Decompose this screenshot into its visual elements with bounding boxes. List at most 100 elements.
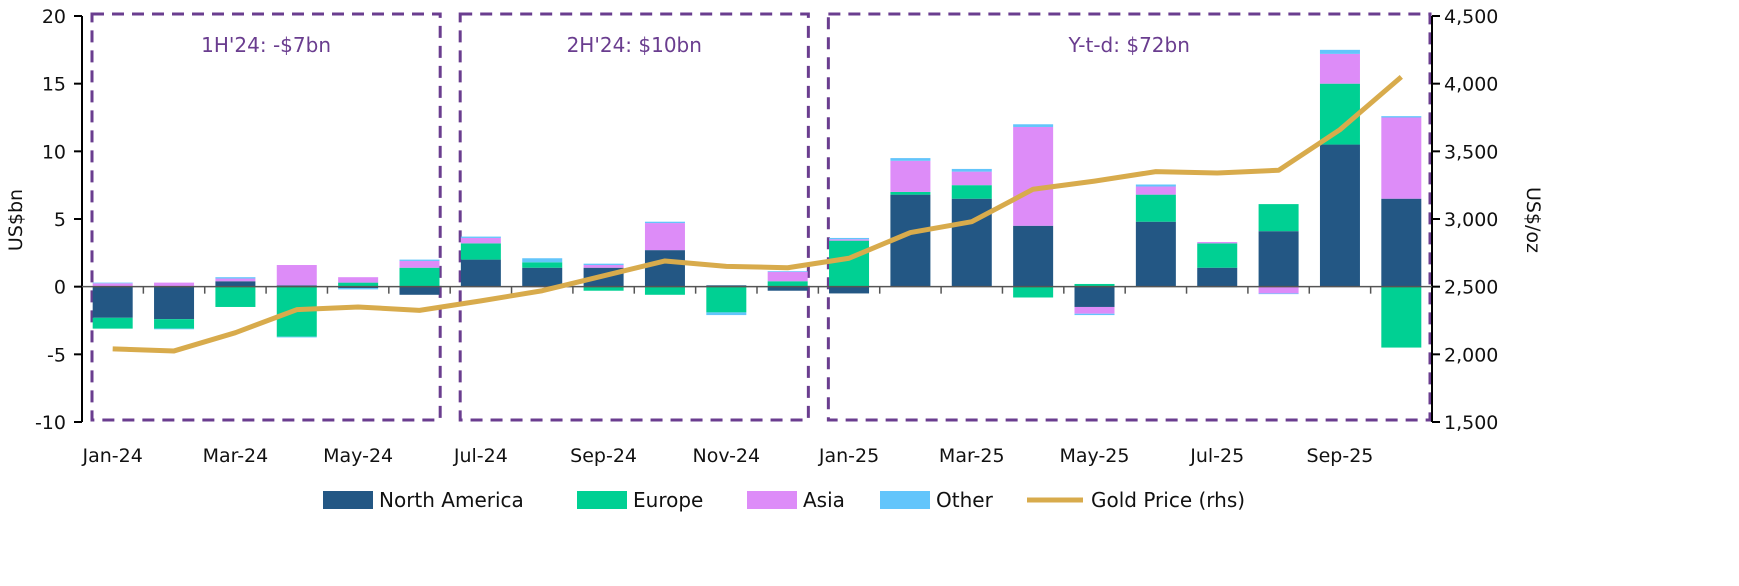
bar-asia [1381, 117, 1422, 199]
bar-north-america [154, 286, 195, 320]
bar-other [1013, 124, 1054, 127]
annotation-box [826, 12, 1432, 422]
bar-asia [829, 239, 870, 241]
bar-europe [399, 267, 440, 287]
legend-swatch-other [880, 491, 930, 509]
axes: -10 -5 0 5 10 15 20 1,500 2,000 2,500 3,000 3,500 4,… [35, 6, 1498, 467]
annotation-label: 2H'24: $10bn [567, 33, 702, 57]
y-tick-label-left: 5 [54, 209, 66, 231]
x-tick-label: Sep-24 [570, 445, 637, 467]
gold-price-line [112, 75, 1403, 354]
annotation-label: 1H'24: -$7bn [201, 33, 331, 57]
y-tick-label-left: 15 [42, 74, 66, 96]
bar-europe [829, 240, 870, 287]
bar-europe [1319, 83, 1360, 145]
annotation-box [90, 12, 442, 422]
bar-asia [1013, 126, 1054, 226]
legend-label: Gold Price (rhs) [1091, 488, 1245, 512]
bar-other [1381, 116, 1422, 118]
bar-europe [583, 286, 624, 291]
y-tick-label-right: 1,500 [1444, 412, 1498, 434]
bars [92, 49, 1422, 348]
bar-other [767, 271, 808, 272]
bar-asia [338, 277, 379, 283]
x-tick-label: Jan-24 [82, 445, 143, 467]
bar-other [1135, 184, 1176, 187]
bar-asia [1319, 53, 1360, 84]
bar-asia [1074, 306, 1115, 314]
bar-other [706, 312, 747, 316]
legend-label: Asia [803, 488, 845, 512]
bar-north-america [644, 250, 685, 287]
bar-north-america [1319, 144, 1360, 287]
bar-north-america [1135, 221, 1176, 287]
x-tick-label: Mar-25 [939, 445, 1005, 467]
y-tick-label-right: 3,000 [1444, 209, 1498, 231]
x-tick-label: Jul-24 [453, 445, 508, 467]
bar-asia [583, 265, 624, 268]
bar-europe [706, 286, 747, 313]
bar-north-america [829, 286, 870, 294]
bar-other [460, 236, 501, 238]
x-tick-label: Nov-24 [693, 445, 761, 467]
bar-north-america [460, 259, 501, 287]
bar-other [829, 237, 870, 240]
x-tick-label: Jan-25 [818, 445, 879, 467]
bar-other [583, 263, 624, 266]
bar-north-america [399, 286, 440, 295]
bar-asia [1135, 186, 1176, 195]
bar-asia [644, 223, 685, 251]
legend-label: Other [936, 488, 994, 512]
annotation-boxes: 1H'24: -$7bn 2H'24: $10bn Y-t-d: $72bn [90, 12, 1432, 422]
bar-other [1319, 49, 1360, 54]
bar-europe [460, 243, 501, 260]
y-tick-label-left: -10 [35, 412, 66, 434]
bar-other [399, 259, 440, 261]
bar-asia [154, 282, 195, 287]
bar-europe [1381, 286, 1422, 348]
bar-north-america [1258, 231, 1299, 287]
bar-other [215, 277, 256, 279]
bar-europe [767, 281, 808, 287]
bar-asia [399, 260, 440, 268]
x-tick-label: Sep-25 [1307, 445, 1374, 467]
y-axis-label-left: US$bn [5, 189, 27, 251]
x-tick-label: Mar-24 [203, 445, 269, 467]
bar-europe [522, 262, 563, 268]
annotation-box [458, 12, 810, 422]
legend: North America Europe Asia Other Gold Price (… [323, 488, 1245, 512]
bar-asia [767, 271, 808, 282]
bar-other [644, 221, 685, 224]
x-tick-label: Jul-25 [1189, 445, 1244, 467]
bar-europe [1258, 204, 1299, 232]
bar-other [338, 288, 379, 290]
bar-europe [1013, 286, 1054, 298]
bar-europe [92, 317, 133, 329]
y-tick-label-left: 0 [54, 277, 66, 299]
x-tick-label: May-24 [323, 445, 393, 467]
bar-other [154, 328, 195, 330]
legend-swatch-europe [577, 491, 627, 509]
y-tick-label-right: 4,500 [1444, 6, 1498, 28]
bar-other [522, 258, 563, 263]
bar-other [1074, 313, 1115, 316]
bar-europe [1074, 283, 1115, 287]
bar-north-america [767, 286, 808, 291]
bar-north-america [1074, 286, 1115, 307]
gold-price-line-group [112, 75, 1403, 354]
bar-asia [890, 160, 931, 192]
y-axis-label-right: US$/oz [1522, 187, 1544, 253]
bar-other [92, 282, 133, 284]
bar-asia [215, 278, 256, 282]
y-tick-label-right: 4,000 [1444, 74, 1498, 96]
bar-other [951, 168, 992, 172]
bar-north-america [92, 286, 133, 318]
bar-north-america [215, 281, 256, 287]
bar-europe [951, 185, 992, 199]
bar-europe [644, 286, 685, 295]
y-tick-label-left: -5 [47, 344, 66, 366]
y-tick-label-left: 10 [42, 141, 66, 163]
legend-swatch-asia [747, 491, 797, 509]
x-tick-label: May-25 [1060, 445, 1130, 467]
